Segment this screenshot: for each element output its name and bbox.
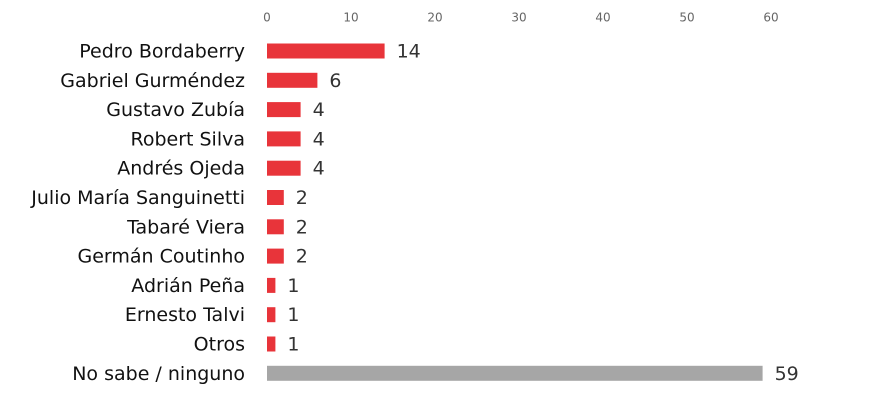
- value-label: 1: [287, 275, 299, 297]
- x-tick-label: 30: [511, 11, 526, 25]
- value-label: 6: [329, 70, 341, 92]
- x-tick-label: 0: [263, 11, 271, 25]
- value-label: 2: [296, 187, 308, 209]
- bar: [267, 72, 318, 88]
- value-label: 2: [296, 216, 308, 238]
- x-tick-label: 60: [763, 11, 778, 25]
- category-label: Tabaré Viera: [126, 216, 245, 238]
- value-label: 2: [296, 246, 308, 268]
- bar: [267, 131, 301, 147]
- bar: [267, 307, 276, 323]
- x-tick-label: 40: [595, 11, 610, 25]
- bar: [267, 277, 276, 293]
- value-label: 1: [287, 334, 299, 356]
- bar: [267, 336, 276, 352]
- x-tick-label: 20: [427, 11, 442, 25]
- category-label: Ernesto Talvi: [125, 304, 245, 326]
- category-label: Adrián Peña: [131, 275, 245, 297]
- bar: [267, 365, 763, 381]
- x-tick-label: 10: [343, 11, 358, 25]
- value-label: 4: [313, 99, 325, 121]
- category-label: Germán Coutinho: [78, 246, 246, 268]
- bar: [267, 190, 284, 205]
- bar: [267, 219, 284, 235]
- bar: [267, 160, 301, 176]
- value-label: 4: [313, 128, 325, 150]
- bar: [267, 248, 284, 264]
- bar: [267, 43, 385, 59]
- category-label: Gabriel Gurméndez: [60, 70, 245, 92]
- value-label: 59: [775, 363, 799, 385]
- value-label: 4: [313, 158, 325, 180]
- x-tick-label: 50: [679, 11, 694, 25]
- value-label: 14: [397, 41, 421, 63]
- category-label: Andrés Ojeda: [117, 158, 245, 180]
- category-label: Otros: [194, 334, 245, 356]
- category-label: Julio María Sanguinetti: [30, 187, 245, 209]
- category-label: Pedro Bordaberry: [79, 41, 245, 63]
- category-label: Robert Silva: [130, 128, 245, 150]
- category-label: No sabe / ninguno: [72, 363, 245, 385]
- bar: [267, 102, 301, 118]
- category-label: Gustavo Zubía: [106, 99, 245, 121]
- value-label: 1: [287, 304, 299, 326]
